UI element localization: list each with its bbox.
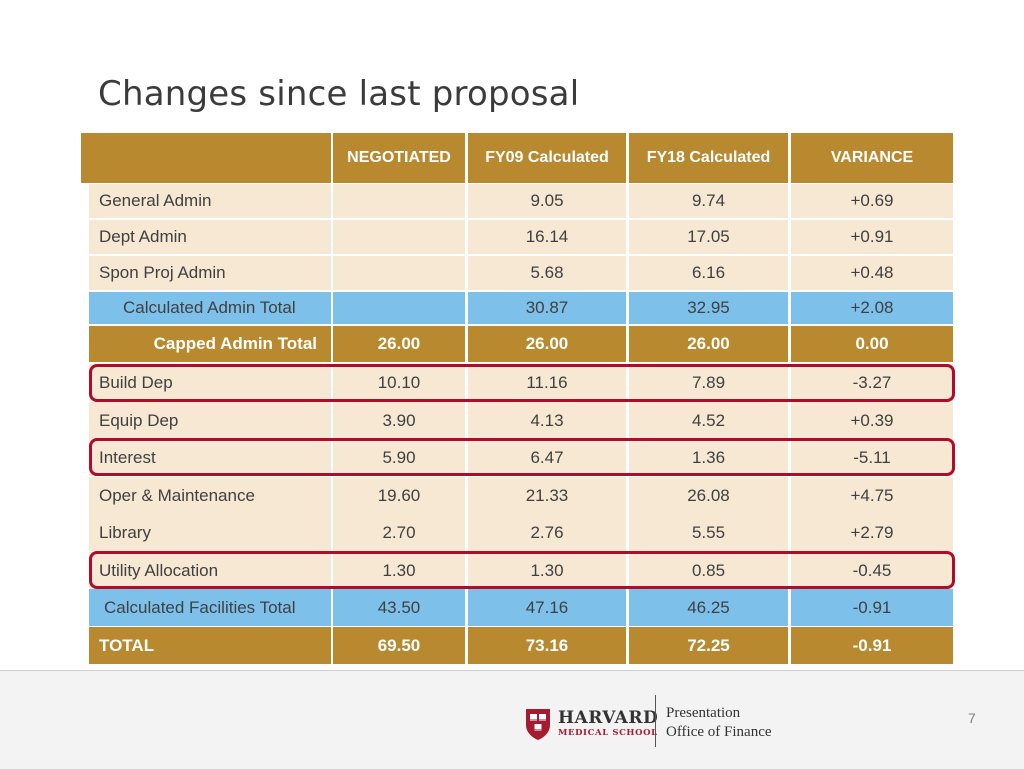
cell-negotiated <box>333 184 465 218</box>
cell-variance: +0.39 <box>791 402 953 439</box>
row-label: General Admin <box>89 184 331 218</box>
cell-negotiated: 3.90 <box>333 402 465 439</box>
cell-fy18: 4.52 <box>629 402 788 439</box>
cell-fy09: 26.00 <box>468 326 626 362</box>
cell-variance: -0.91 <box>791 627 953 664</box>
logo-main-text: HARVARD <box>558 708 659 729</box>
cell-fy18: 0.85 <box>629 552 788 589</box>
table-row: Interest 5.90 6.47 1.36 -5.11 <box>0 439 1024 476</box>
header-fy09: FY09 Calculated <box>468 133 626 183</box>
cell-variance: +0.91 <box>791 220 953 254</box>
footer-line-office: Office of Finance <box>666 724 772 740</box>
cell-fy18: 9.74 <box>629 184 788 218</box>
cell-fy18: 26.08 <box>629 477 788 514</box>
cell-fy09: 73.16 <box>468 627 626 664</box>
cell-negotiated: 1.30 <box>333 552 465 589</box>
cell-variance: +2.08 <box>791 292 953 324</box>
table-row: Spon Proj Admin 5.68 6.16 +0.48 <box>0 256 1024 290</box>
cell-negotiated <box>333 292 465 324</box>
cell-fy18: 72.25 <box>629 627 788 664</box>
cell-variance: +4.75 <box>791 477 953 514</box>
table-row: Oper & Maintenance 19.60 21.33 26.08 +4.75 <box>0 477 1024 514</box>
table-row: Equip Dep 3.90 4.13 4.52 +0.39 <box>0 402 1024 439</box>
cell-fy18: 1.36 <box>629 439 788 476</box>
cell-negotiated: 26.00 <box>333 326 465 362</box>
row-label: Capped Admin Total <box>89 326 331 362</box>
table-row: Build Dep 10.10 11.16 7.89 -3.27 <box>0 364 1024 401</box>
row-label: Oper & Maintenance <box>89 477 331 514</box>
cell-variance: +0.69 <box>791 184 953 218</box>
cell-fy18: 26.00 <box>629 326 788 362</box>
footer: HARVARD MEDICAL SCHOOL Presentation Offi… <box>0 670 1024 769</box>
cell-negotiated: 69.50 <box>333 627 465 664</box>
row-label: Utility Allocation <box>89 552 331 589</box>
cell-variance: -3.27 <box>791 364 953 401</box>
cell-fy18: 46.25 <box>629 589 788 626</box>
header-blank-cell <box>81 133 331 183</box>
cell-variance: -0.45 <box>791 552 953 589</box>
row-label: Interest <box>89 439 331 476</box>
harvard-logo: HARVARD MEDICAL SCHOOL <box>524 707 658 741</box>
row-label: Dept Admin <box>89 220 331 254</box>
table-row: Calculated Admin Total 30.87 32.95 +2.08 <box>0 292 1024 324</box>
header-fy18: FY18 Calculated <box>629 133 788 183</box>
row-label: Calculated Facilities Total <box>89 589 331 626</box>
cell-variance: +2.79 <box>791 514 953 551</box>
cell-fy18: 32.95 <box>629 292 788 324</box>
cell-negotiated: 19.60 <box>333 477 465 514</box>
cell-variance: +0.48 <box>791 256 953 290</box>
cell-fy09: 4.13 <box>468 402 626 439</box>
cell-fy18: 17.05 <box>629 220 788 254</box>
harvard-shield-icon <box>526 709 550 740</box>
logo-sub-text: MEDICAL SCHOOL <box>558 728 658 739</box>
slide-title: Changes since last proposal <box>98 74 580 114</box>
cell-negotiated: 2.70 <box>333 514 465 551</box>
cell-fy09: 6.47 <box>468 439 626 476</box>
row-label: Calculated Admin Total <box>89 292 331 324</box>
footer-divider <box>655 695 656 747</box>
row-label: Equip Dep <box>89 402 331 439</box>
table-row: Library 2.70 2.76 5.55 +2.79 <box>0 514 1024 551</box>
cell-variance: -5.11 <box>791 439 953 476</box>
cell-variance: -0.91 <box>791 589 953 626</box>
cell-fy18: 7.89 <box>629 364 788 401</box>
cell-negotiated: 10.10 <box>333 364 465 401</box>
footer-text: Presentation Office of Finance <box>666 704 772 742</box>
row-label: TOTAL <box>89 627 331 664</box>
cell-fy09: 30.87 <box>468 292 626 324</box>
table-row: TOTAL 69.50 73.16 72.25 -0.91 <box>0 627 1024 664</box>
cell-fy09: 2.76 <box>468 514 626 551</box>
cell-negotiated <box>333 256 465 290</box>
cell-fy09: 21.33 <box>468 477 626 514</box>
table-row: Capped Admin Total 26.00 26.00 26.00 0.00 <box>0 326 1024 362</box>
row-label: Library <box>89 514 331 551</box>
page-number: 7 <box>968 710 976 726</box>
header-variance: VARIANCE <box>791 133 953 183</box>
table-row: General Admin 9.05 9.74 +0.69 <box>0 184 1024 218</box>
cell-fy18: 5.55 <box>629 514 788 551</box>
cell-fy09: 9.05 <box>468 184 626 218</box>
cell-negotiated <box>333 220 465 254</box>
cell-negotiated: 43.50 <box>333 589 465 626</box>
cell-fy18: 6.16 <box>629 256 788 290</box>
cell-fy09: 1.30 <box>468 552 626 589</box>
table-row: Dept Admin 16.14 17.05 +0.91 <box>0 220 1024 254</box>
highlight-build-dep <box>89 364 955 402</box>
cell-fy09: 16.14 <box>468 220 626 254</box>
highlight-interest <box>89 438 955 476</box>
row-label: Spon Proj Admin <box>89 256 331 290</box>
table-row: Utility Allocation 1.30 1.30 0.85 -0.45 <box>0 552 1024 589</box>
header-negotiated: NEGOTIATED <box>333 133 465 183</box>
highlight-utility-allocation <box>89 551 955 589</box>
cell-fy09: 5.68 <box>468 256 626 290</box>
table-row: Calculated Facilities Total 43.50 47.16 46.… <box>0 589 1024 626</box>
cell-variance: 0.00 <box>791 326 953 362</box>
cell-fy09: 47.16 <box>468 589 626 626</box>
cell-negotiated: 5.90 <box>333 439 465 476</box>
footer-line-presentation: Presentation <box>666 705 741 721</box>
row-label: Build Dep <box>89 364 331 401</box>
cell-fy09: 11.16 <box>468 364 626 401</box>
table-header: NEGOTIATED FY09 Calculated FY18 Calculat… <box>81 133 953 183</box>
